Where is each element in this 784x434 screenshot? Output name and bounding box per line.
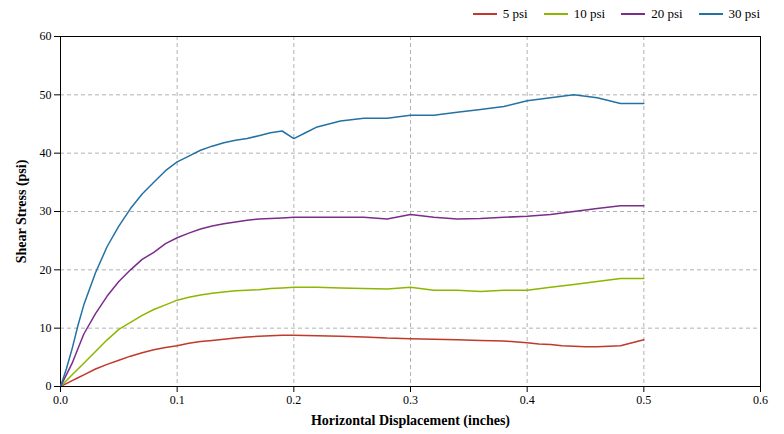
svg-text:40: 40 bbox=[40, 146, 52, 160]
svg-text:10: 10 bbox=[40, 321, 52, 335]
svg-text:0.4: 0.4 bbox=[520, 393, 535, 407]
svg-text:20: 20 bbox=[40, 263, 52, 277]
svg-text:30: 30 bbox=[40, 204, 52, 218]
svg-text:Horizontal Displacement (inche: Horizontal Displacement (inches) bbox=[311, 413, 510, 429]
html-text:5 psi: 5 psi bbox=[502, 6, 528, 21]
svg-text:0.5: 0.5 bbox=[636, 393, 651, 407]
html-text:10 psi: 10 psi bbox=[573, 6, 606, 21]
html-text:20 psi: 20 psi bbox=[651, 6, 683, 21]
svg-text:0.2: 0.2 bbox=[286, 393, 301, 407]
svg-text:60: 60 bbox=[40, 29, 52, 43]
svg-text:0.6: 0.6 bbox=[753, 393, 768, 407]
svg-text:Shear Stress (psi): Shear Stress (psi) bbox=[14, 159, 30, 263]
svg-text:0.1: 0.1 bbox=[170, 393, 185, 407]
svg-text:50: 50 bbox=[40, 88, 52, 102]
svg-text:0.3: 0.3 bbox=[403, 393, 418, 407]
html-text:30 psi: 30 psi bbox=[728, 6, 760, 21]
svg-text:0.0: 0.0 bbox=[53, 393, 68, 407]
svg-text:0: 0 bbox=[46, 379, 52, 393]
